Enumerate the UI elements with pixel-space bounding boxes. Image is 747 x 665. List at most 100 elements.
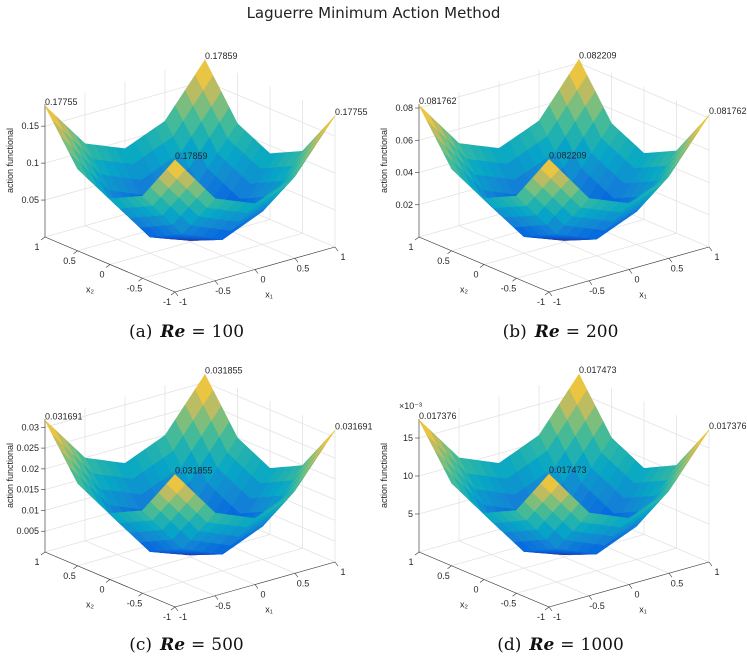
y-tick bbox=[479, 264, 485, 268]
y-tick-label: 0.5 bbox=[437, 256, 450, 266]
surface-patch bbox=[306, 445, 326, 470]
data-label: 0.031855 bbox=[205, 366, 243, 376]
z-tick-label: 0.1 bbox=[26, 158, 39, 168]
z-axis-label: action functional bbox=[5, 443, 15, 508]
y-tick-label: -0.5 bbox=[127, 598, 143, 608]
z-tick-label: 0.08 bbox=[395, 103, 413, 113]
data-label: 0.082209 bbox=[579, 50, 617, 60]
caption-variable: Re bbox=[529, 635, 555, 655]
x-tick bbox=[254, 269, 259, 274]
y-tick bbox=[512, 278, 517, 282]
surface-plot: 5 10 15 ×10⁻³ -1 -0.5 0 0.5 1 -1 -0.5 0 0.5 1 x₁ x₂ acti… bbox=[379, 365, 747, 622]
y-tick bbox=[544, 606, 550, 611]
z-axis-label: action functional bbox=[379, 128, 389, 193]
grid-line bbox=[109, 219, 271, 265]
x-tick bbox=[588, 595, 593, 600]
y-tick-label: 0.5 bbox=[437, 571, 450, 581]
surface-plot: 0.02 0.04 0.06 0.08 -1 -0.5 0 0.5 1 -1 -0.5 0 0.5 1 x₁… bbox=[379, 50, 747, 307]
z-tick-label: 15 bbox=[403, 433, 413, 443]
y-tick-label: -1 bbox=[163, 297, 171, 307]
z-axis-label: action functional bbox=[5, 128, 15, 193]
z-tick-label: 0.025 bbox=[16, 443, 39, 453]
data-label: 0.017376 bbox=[419, 411, 457, 421]
x-tick bbox=[628, 269, 633, 274]
data-label: 0.17755 bbox=[335, 107, 368, 117]
caption-value: 500 bbox=[211, 635, 244, 655]
y-tick bbox=[512, 593, 517, 597]
y-axis-label: x₂ bbox=[86, 600, 95, 610]
caption-variable: Re bbox=[160, 635, 186, 655]
caption-value: 1000 bbox=[580, 635, 624, 655]
z-exponent: ×10⁻³ bbox=[399, 401, 422, 411]
x-tick bbox=[294, 573, 299, 578]
y-tick-label: -1 bbox=[163, 612, 171, 622]
y-tick-label: 0 bbox=[473, 270, 478, 280]
y-tick bbox=[138, 593, 143, 597]
caption-variable: Re bbox=[534, 322, 560, 342]
grid-line bbox=[142, 547, 303, 594]
y-tick-label: 0 bbox=[473, 585, 478, 595]
caption-relation: = bbox=[565, 322, 580, 342]
caption: (a) Re = 100 bbox=[0, 322, 373, 342]
grid-line bbox=[516, 547, 677, 594]
caption-relation: = bbox=[191, 322, 206, 342]
x-tick bbox=[174, 291, 179, 297]
y-tick-label: 0 bbox=[99, 585, 104, 595]
grid-line bbox=[516, 232, 677, 279]
x-tick bbox=[334, 561, 339, 567]
y-tick bbox=[414, 236, 420, 241]
x-tick-label: -0.5 bbox=[589, 286, 605, 296]
y-tick bbox=[138, 278, 143, 282]
caption: (d) Re = 1000 bbox=[374, 635, 747, 655]
caption: (b) Re = 200 bbox=[374, 322, 747, 342]
y-tick-label: 1 bbox=[408, 242, 413, 252]
x-tick-label: -1 bbox=[553, 612, 561, 622]
y-tick bbox=[447, 565, 452, 569]
surface-patch bbox=[418, 419, 438, 446]
x-tick bbox=[174, 606, 179, 612]
z-tick-label: 0.02 bbox=[395, 200, 413, 210]
x-tick bbox=[708, 246, 713, 252]
surface-patch bbox=[680, 130, 700, 155]
data-label: 0.082209 bbox=[549, 150, 587, 160]
surface-patch bbox=[690, 114, 710, 140]
data-label: 0.081762 bbox=[709, 106, 747, 116]
z-tick-label: 0.04 bbox=[395, 168, 413, 178]
z-axis-label: action functional bbox=[379, 443, 389, 508]
y-tick bbox=[170, 606, 176, 611]
y-tick-label: 1 bbox=[34, 242, 39, 252]
data-label: 0.17859 bbox=[205, 51, 238, 61]
x-axis-label: x₁ bbox=[639, 290, 647, 300]
x-tick-label: -1 bbox=[553, 297, 561, 307]
surface-patch bbox=[540, 473, 560, 494]
grid-line bbox=[483, 534, 645, 580]
surface-patch bbox=[316, 115, 336, 140]
x-tick-label: 0.5 bbox=[671, 578, 684, 588]
y-tick bbox=[40, 551, 46, 556]
x-tick-label: 0 bbox=[634, 590, 639, 600]
surface-patch bbox=[680, 444, 700, 470]
x-tick-label: 0.5 bbox=[671, 263, 684, 273]
z-tick-label: 0.05 bbox=[21, 195, 39, 205]
caption: (c) Re = 500 bbox=[0, 635, 373, 655]
y-tick-label: -1 bbox=[537, 612, 545, 622]
y-tick bbox=[105, 264, 111, 268]
surface-patch bbox=[44, 105, 64, 132]
x-tick-label: -0.5 bbox=[589, 601, 605, 611]
y-tick-label: -0.5 bbox=[127, 283, 143, 293]
z-tick-label: 0.15 bbox=[21, 121, 39, 131]
x-tick-label: 1 bbox=[714, 567, 719, 577]
data-label: 0.17859 bbox=[175, 151, 208, 161]
caption-value: 200 bbox=[585, 322, 619, 342]
x-tick bbox=[294, 258, 299, 263]
grid-line bbox=[483, 219, 645, 265]
data-label: 0.031691 bbox=[45, 411, 83, 421]
x-tick-label: 0 bbox=[260, 590, 265, 600]
y-tick-label: 0.5 bbox=[63, 256, 76, 266]
y-tick bbox=[479, 579, 485, 583]
data-label: 0.017376 bbox=[709, 421, 747, 431]
x-tick-label: 0.5 bbox=[297, 578, 310, 588]
x-tick-label: 0 bbox=[260, 275, 265, 285]
x-tick-label: 1 bbox=[714, 252, 719, 262]
z-tick-label: 5 bbox=[408, 509, 413, 519]
